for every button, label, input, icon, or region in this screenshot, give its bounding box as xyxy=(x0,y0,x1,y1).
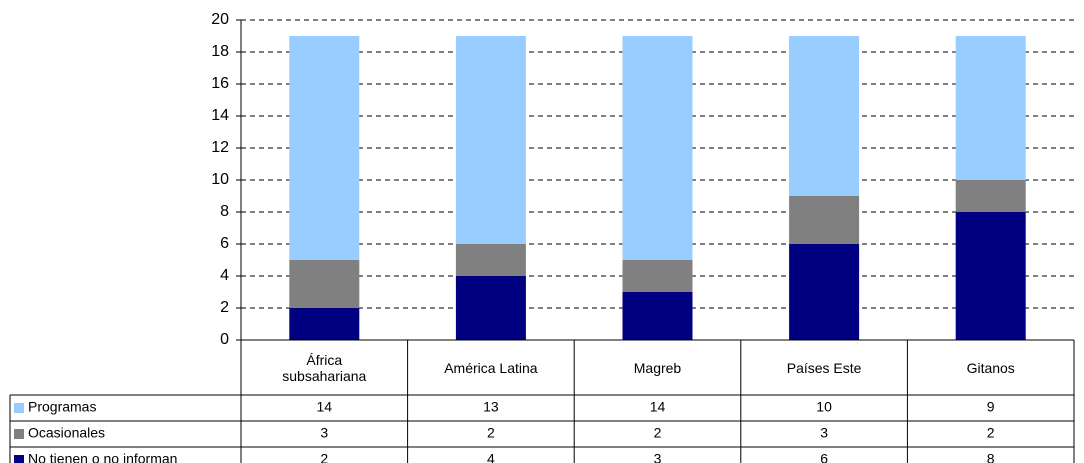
category-cell: Países Este xyxy=(786,359,862,376)
y-tick-label: 20 xyxy=(211,11,229,28)
table-value: 14 xyxy=(317,399,333,415)
bar-segment xyxy=(955,180,1026,212)
x-tick-label: América Latina xyxy=(444,359,538,376)
x-tick-label: Magreb xyxy=(633,359,682,376)
bar-segment xyxy=(622,292,693,340)
x-tick-label: Gitanos xyxy=(966,359,1015,376)
category-cell: Magreb xyxy=(633,359,682,376)
y-tick-label: 6 xyxy=(220,235,229,252)
table-value: 10 xyxy=(816,399,832,415)
category-cell: América Latina xyxy=(444,359,538,376)
legend-key xyxy=(14,455,24,463)
bar-segment xyxy=(789,196,860,244)
table-value: 8 xyxy=(987,451,995,463)
bar-segment xyxy=(455,36,526,244)
table-value: 2 xyxy=(987,425,995,441)
y-tick-label: 14 xyxy=(211,107,229,124)
table-value: 3 xyxy=(654,451,662,463)
bar-segment xyxy=(955,212,1026,340)
table-value: 2 xyxy=(320,451,328,463)
bar-segment xyxy=(289,308,360,340)
bar-segment xyxy=(455,276,526,340)
table-value: 4 xyxy=(487,451,495,463)
y-tick-label: 18 xyxy=(211,43,229,60)
bar-segment xyxy=(289,260,360,308)
bar-segment xyxy=(289,36,360,260)
x-tick-label: África subsahariana xyxy=(282,351,367,384)
legend-label: No tienen o no informan xyxy=(28,451,177,463)
table-value: 9 xyxy=(987,399,995,415)
table-value: 6 xyxy=(820,451,828,463)
bar-segment xyxy=(622,260,693,292)
table-value: 13 xyxy=(483,399,499,415)
y-tick-label: 2 xyxy=(220,299,229,316)
table-value: 3 xyxy=(820,425,828,441)
table-value: 14 xyxy=(650,399,666,415)
bar-segment xyxy=(789,244,860,340)
bar-segment xyxy=(455,244,526,276)
y-tick-label: 12 xyxy=(211,139,229,156)
bar-segment xyxy=(955,36,1026,180)
bar-segment xyxy=(789,36,860,196)
category-cell: África subsahariana xyxy=(282,351,367,384)
legend-label: Programas xyxy=(28,399,96,415)
y-tick-label: 0 xyxy=(220,331,229,348)
legend-key xyxy=(14,403,24,413)
y-tick-label: 10 xyxy=(211,171,229,188)
y-tick-label: 8 xyxy=(220,203,229,220)
y-tick-label: 16 xyxy=(211,75,229,92)
bar-segment xyxy=(622,36,693,260)
legend-key xyxy=(14,429,24,439)
table-value: 3 xyxy=(320,425,328,441)
x-tick-label: Países Este xyxy=(786,359,862,376)
table-value: 2 xyxy=(487,425,495,441)
y-tick-label: 4 xyxy=(220,267,229,284)
table-value: 2 xyxy=(654,425,662,441)
legend-label: Ocasionales xyxy=(28,425,105,441)
category-cell: Gitanos xyxy=(966,359,1015,376)
